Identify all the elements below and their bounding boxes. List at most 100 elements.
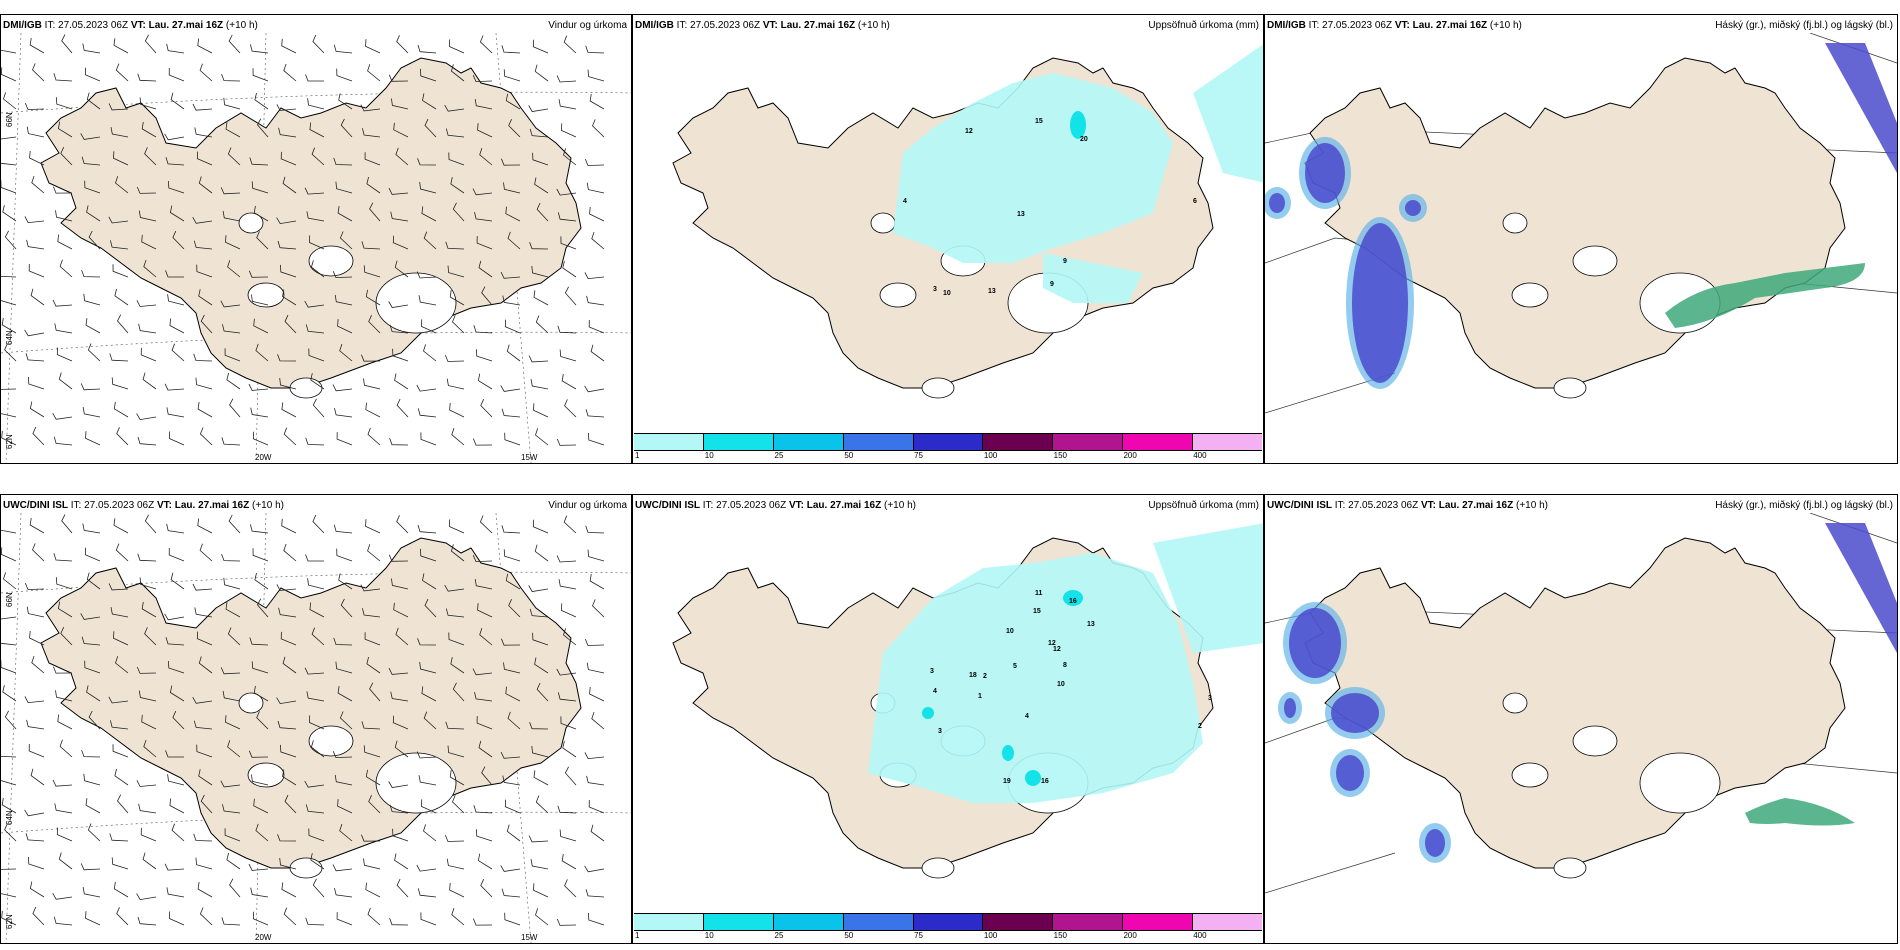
wind-barb: [423, 344, 437, 362]
wind-barb: [170, 92, 185, 110]
wind-barb: [29, 401, 45, 418]
wind-barb: [192, 583, 213, 591]
wind-barb: [504, 799, 521, 814]
wind-barb: [396, 515, 409, 534]
glacier: [238, 692, 264, 714]
wind-barb: [448, 39, 465, 54]
wind-barb: [113, 518, 129, 534]
wind-barb: [473, 325, 493, 334]
wind-barb: [136, 186, 157, 194]
glacier: [1511, 282, 1549, 308]
wind-barb: [279, 857, 297, 870]
wind-barb: [396, 878, 409, 898]
wind-barb: [304, 300, 325, 308]
wind-barb: [1, 779, 17, 786]
colorbar-tick-label: 150: [1053, 931, 1068, 940]
wind-barb: [389, 438, 409, 446]
wind-barb: [194, 607, 213, 618]
wind-barb: [253, 205, 269, 222]
wind-barb: [362, 128, 381, 138]
wind-barb: [138, 690, 157, 702]
wind-barb: [282, 656, 297, 674]
wind-barb: [172, 230, 185, 250]
wind-barb: [276, 697, 297, 705]
wind-barb: [199, 63, 213, 82]
wind-barb: [224, 828, 241, 842]
glacier: [308, 725, 354, 757]
wind-barb: [61, 514, 73, 534]
wind-barb: [449, 770, 465, 786]
wind-barb: [84, 547, 101, 562]
wind-barb: [562, 741, 577, 758]
lat-label-mid: 64N: [5, 330, 14, 345]
colorbar-tick-label: 100: [983, 451, 998, 460]
wind-barb: [584, 272, 605, 280]
wind-barb: [339, 231, 353, 250]
wind-barb: [473, 918, 493, 926]
glacier: [1572, 725, 1618, 757]
wind-barb: [452, 682, 465, 702]
wind-barb: [418, 295, 437, 306]
wind-barb: [365, 289, 381, 306]
model-name: DMI/IGB: [1267, 20, 1306, 31]
wind-barb: [480, 879, 493, 898]
precip-value-label: 10: [943, 290, 951, 297]
wind-barb: [283, 427, 297, 446]
wind-barb: [444, 104, 465, 112]
wind-barb: [507, 231, 521, 250]
wind-barb: [557, 212, 577, 222]
panel-header: DMI/IGB IT: 27.05.2023 06Z VT: Lau. 27.m…: [635, 20, 1259, 31]
wind-barb: [254, 572, 269, 590]
colorbar-swatch: [703, 914, 774, 930]
wind-barb: [1, 893, 17, 898]
wind-barb: [115, 543, 129, 562]
wind-barb: [199, 907, 213, 926]
wind-barb: [253, 685, 269, 702]
wind-barb: [52, 779, 73, 787]
wind-barb: [394, 853, 409, 870]
colorbar-swatch: [1123, 434, 1194, 450]
wind-barb: [1, 660, 17, 674]
wind-barb: [444, 354, 465, 362]
wind-barb: [4, 710, 17, 730]
wind-barb: [55, 210, 73, 222]
wind-barb: [109, 833, 129, 842]
glacier: [921, 377, 955, 399]
wind-barb: [251, 774, 269, 786]
wind-barb: [56, 827, 73, 842]
wind-barb: [367, 64, 381, 82]
wind-barb: [57, 121, 73, 138]
wind-barb: [254, 92, 269, 110]
wind-barb: [1, 755, 17, 758]
wind-barb: [81, 749, 101, 758]
precip-value-label: 19: [1003, 778, 1011, 785]
colorbar-tick-label: 200: [1123, 451, 1137, 460]
wind-barb: [281, 518, 297, 534]
wind-barb: [110, 127, 129, 138]
wind-barb: [564, 879, 577, 898]
wind-barb: [366, 176, 381, 194]
wind-barb: [225, 235, 241, 250]
wind-barb: [141, 601, 157, 618]
wind-barb: [26, 126, 45, 138]
wind-barb: [276, 584, 297, 591]
precip-value-label: 3: [930, 668, 934, 675]
glacier: [308, 245, 354, 277]
wind-barb: [116, 427, 129, 446]
colorbar-swatch: [843, 434, 914, 450]
colorbar-swatch: [913, 434, 984, 450]
graticule-line: [1, 811, 631, 834]
wind-barb: [223, 97, 241, 110]
wind-barb: [536, 202, 549, 222]
wind-barb: [304, 187, 325, 195]
wind-barb: [451, 427, 465, 446]
wind-map: [1, 513, 631, 943]
wind-barb: [505, 93, 521, 110]
wind-barb: [556, 438, 577, 446]
wind-barb: [586, 775, 605, 786]
precip-value-label: 4: [933, 688, 937, 695]
wind-barb: [192, 103, 213, 111]
wind-barb: [225, 715, 241, 730]
wind-barb: [57, 601, 73, 618]
valid-time: VT: Lau. 27.mai 16Z: [762, 20, 856, 31]
